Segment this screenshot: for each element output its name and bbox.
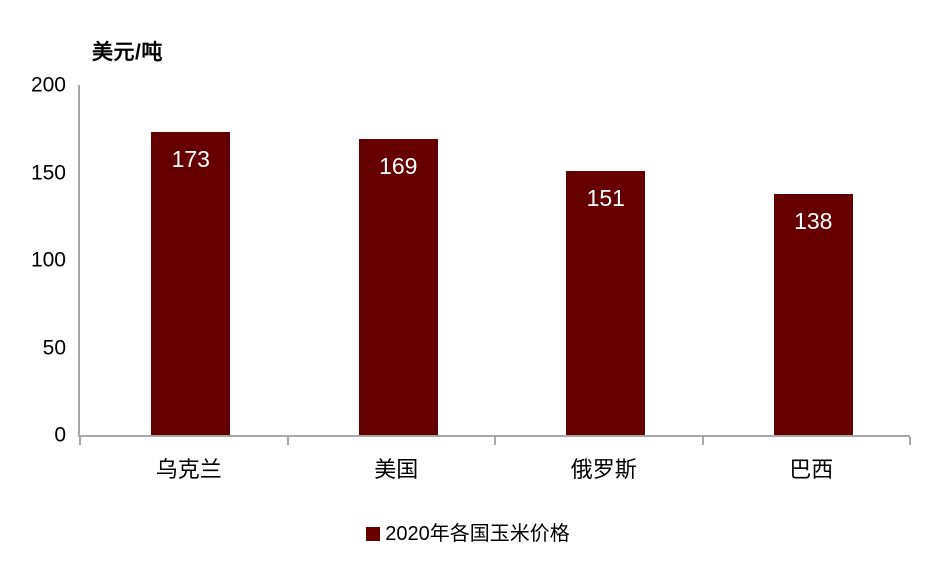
legend-marker-square-icon: [366, 527, 381, 541]
x-axis-tick: [701, 437, 704, 445]
bar-4: 138: [773, 193, 853, 435]
bar-3: 151: [566, 170, 646, 435]
y-tick-label: 200: [30, 73, 66, 97]
y-tick-label: 0: [54, 423, 66, 447]
x-axis-label: 乌克兰: [155, 457, 222, 482]
category-cell: 169: [288, 85, 496, 435]
x-axis-tick: [79, 437, 81, 445]
bar-value-label: 169: [379, 153, 418, 180]
bar-value-label: 173: [171, 146, 210, 173]
x-axis-tick: [286, 437, 289, 445]
y-axis-unit-label: 美元/吨: [92, 41, 163, 64]
x-axis-label: 美国: [374, 457, 419, 482]
x-axis-label: 巴西: [789, 457, 834, 482]
y-tick-label: 150: [30, 161, 66, 184]
bar-1: 173: [151, 132, 231, 435]
category-cell: 138: [703, 85, 911, 435]
y-tick-label: 50: [42, 336, 66, 359]
x-axis-label: 俄罗斯: [570, 457, 637, 482]
x-axis-labels: 乌克兰 美国 俄罗斯 巴西: [78, 452, 908, 484]
x-axis-tick: [494, 437, 496, 445]
category-cell: 173: [80, 85, 288, 435]
plot-area: 173 169 151 138: [78, 85, 911, 445]
y-tick-label: 100: [30, 248, 66, 272]
y-axis: 0 50 100 150 200: [0, 75, 66, 446]
legend-label: 2020年各国玉米价格: [385, 523, 570, 545]
x-axis-tick: [909, 437, 911, 445]
bar-value-label: 151: [586, 184, 625, 211]
bar-2: 169: [358, 139, 438, 435]
legend: 2020年各国玉米价格: [0, 524, 936, 544]
category-cell: 151: [495, 85, 703, 435]
categories-row: 173 169 151 138: [80, 85, 910, 435]
bar-value-label: 138: [794, 207, 833, 234]
